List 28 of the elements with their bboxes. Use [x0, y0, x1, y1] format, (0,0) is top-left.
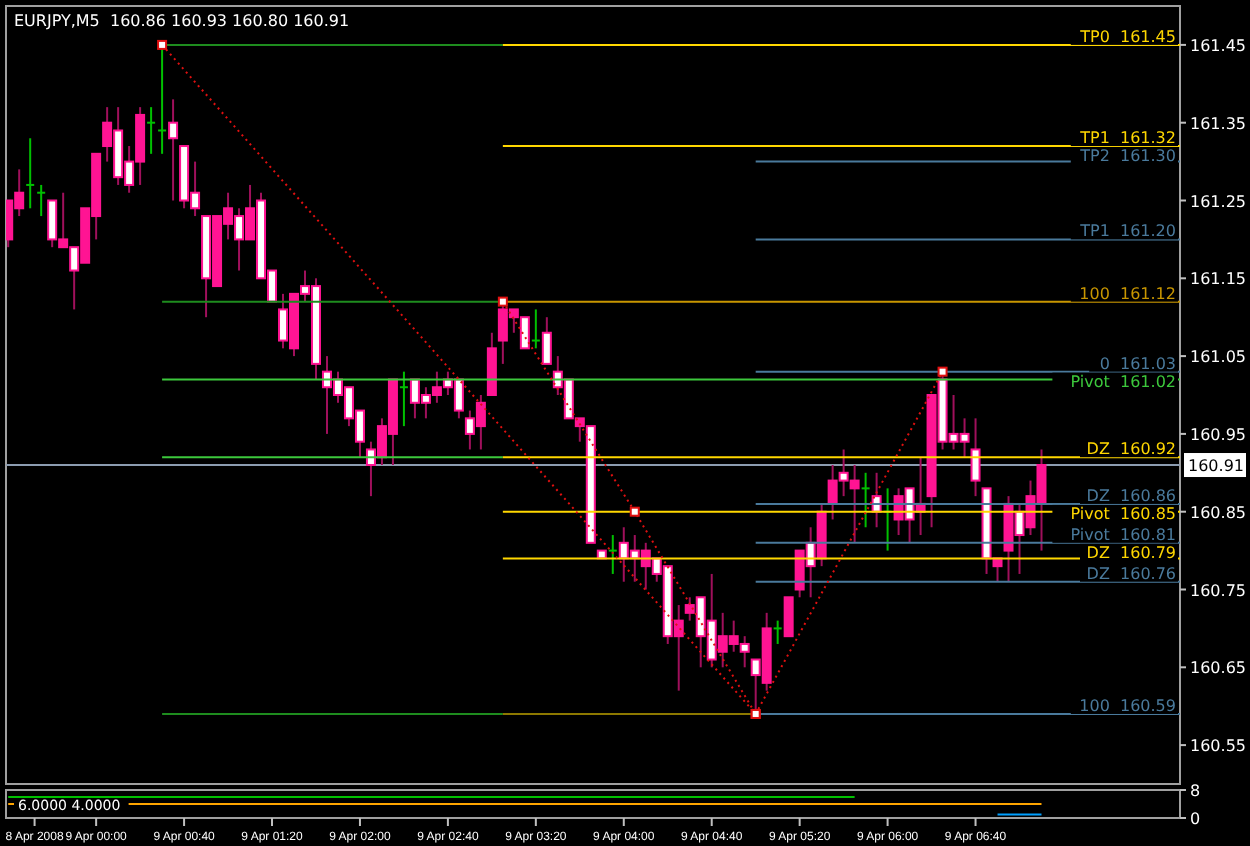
- y-tick-label: 160.75: [1190, 581, 1246, 600]
- series-label: DZ 160.76: [1086, 564, 1176, 583]
- y-tick-label: 161.15: [1190, 270, 1246, 289]
- series-label: Pivot 161.02: [1070, 372, 1176, 391]
- series-label: 0 161.03: [1099, 354, 1176, 373]
- series-label: Pivot 160.81: [1070, 525, 1176, 544]
- ref-line-label: 160.91: [1188, 457, 1244, 476]
- series-label: DZ 160.86: [1086, 486, 1176, 505]
- series-label: DZ 160.79: [1086, 543, 1176, 562]
- series-label: 100 161.12: [1079, 284, 1176, 303]
- series-label: TP1 161.32: [1078, 129, 1176, 148]
- y-tick-label: 160.55: [1190, 737, 1246, 756]
- y-tick-label: 161.25: [1190, 192, 1246, 211]
- series-label: TP1 161.20: [1078, 222, 1176, 241]
- y-tick-label: 0: [1190, 810, 1201, 828]
- series-label: Pivot 160.85: [1070, 504, 1176, 523]
- series-label: 100 160.59: [1079, 696, 1176, 715]
- series-label: TP0 161.45: [1078, 27, 1176, 46]
- series-label: DZ 160.92: [1086, 440, 1176, 459]
- y-tick-label: 160.85: [1190, 503, 1246, 522]
- y-tick-label: 161.05: [1190, 348, 1246, 367]
- chart-title: EURJPY,M5 160.86 160.93 160.80 160.91: [14, 12, 350, 30]
- series-label: TP2 161.30: [1078, 147, 1176, 166]
- y-tick-label: 160.65: [1190, 659, 1246, 678]
- y-tick-label: 161.35: [1190, 114, 1246, 133]
- y-tick-label: 161.45: [1190, 36, 1246, 55]
- y-tick-label: 160.95: [1190, 425, 1246, 444]
- y-tick-label: 8: [1190, 782, 1201, 800]
